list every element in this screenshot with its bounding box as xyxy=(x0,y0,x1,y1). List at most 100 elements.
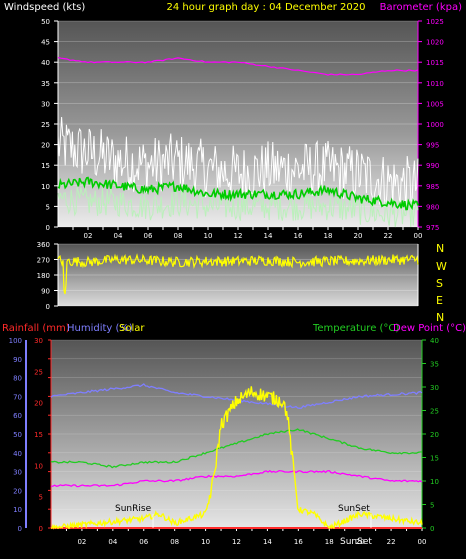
x-tick-label: 16 xyxy=(294,538,303,546)
x-tick-label: 18 xyxy=(324,232,333,240)
x-tick-label: 16 xyxy=(294,232,303,240)
y-tick-label: 35 xyxy=(41,80,50,88)
y-tick-label: 90 xyxy=(41,288,50,296)
x-tick-label: 00 xyxy=(414,232,423,240)
direction-series xyxy=(57,253,419,295)
humidity-tick-label: 40 xyxy=(13,450,22,458)
gust-series xyxy=(57,116,419,211)
rainfall-label: Rainfall (mm) xyxy=(2,323,70,334)
dewpoint-label: Dew Point (°C) xyxy=(393,323,466,334)
temperature-label: Temperature (°C) xyxy=(312,323,399,334)
chart-title: 24 hour graph day : 04 December 2020 xyxy=(167,2,366,13)
x-tick-label: 12 xyxy=(234,232,243,240)
y2-tick-label: 1000 xyxy=(426,121,444,129)
temp-tick-label: 20 xyxy=(430,431,439,439)
sunset-label: SunSet xyxy=(338,504,370,514)
x-tick-label: 22 xyxy=(387,538,396,546)
y-tick-label: 40 xyxy=(41,59,50,67)
rain-tick-label: 30 xyxy=(34,337,43,345)
temp-tick-label: 30 xyxy=(430,384,439,392)
x-tick-label: 14 xyxy=(263,538,272,546)
y-tick-label: 25 xyxy=(41,121,50,129)
temperature-series xyxy=(50,428,422,469)
x-tick-label: 04 xyxy=(114,232,123,240)
temp-tick-label: 25 xyxy=(430,408,439,416)
rain-tick-label: 15 xyxy=(34,431,43,439)
windspeed-axis-title: Windspeed (kts) xyxy=(4,2,85,13)
rain-tick-label: 0 xyxy=(39,525,43,533)
humidity-tick-label: 10 xyxy=(13,506,22,514)
barometer-axis-title: Barometer (kpa) xyxy=(380,2,462,13)
average-series xyxy=(57,176,419,211)
compass-label: S xyxy=(436,277,443,290)
temp-tick-label: 5 xyxy=(430,502,434,510)
humidity-tick-label: 100 xyxy=(9,337,22,345)
climate-panel xyxy=(51,340,422,528)
rain-tick-label: 5 xyxy=(39,494,43,502)
y-tick-label: 45 xyxy=(41,39,50,47)
humidity-tick-label: 60 xyxy=(13,412,22,420)
compass-labels: N W S E N xyxy=(436,242,447,324)
sunrise-label: SunRise xyxy=(115,504,152,514)
rain-tick-label: 20 xyxy=(34,400,43,408)
dewpoint-series xyxy=(50,469,423,488)
humidity-label: Humidity (%) xyxy=(67,323,133,334)
humidity-tick-label: 30 xyxy=(13,469,22,477)
y2-tick-label: 985 xyxy=(426,183,439,191)
temp-tick-label: 15 xyxy=(430,455,439,463)
x-tick-label: 06 xyxy=(144,232,153,240)
solar-series xyxy=(51,386,423,530)
compass-label: E xyxy=(436,294,443,307)
x-tick-label: 14 xyxy=(264,232,273,240)
temp-tick-label: 10 xyxy=(430,478,439,486)
solar-label: Solar xyxy=(119,323,145,334)
y-tick-label: 0 xyxy=(46,303,50,311)
x-tick-label: 02 xyxy=(77,538,86,546)
x-tick-label: 04 xyxy=(108,538,117,546)
x-tick-label: 08 xyxy=(174,232,183,240)
compass-label: N xyxy=(436,311,444,324)
sunset-axis-label: SunSet xyxy=(340,537,372,547)
humidity-tick-label: 50 xyxy=(13,431,22,439)
x-tick-label: 18 xyxy=(325,538,334,546)
x-tick-label: 10 xyxy=(201,538,210,546)
x-tick-label: 02 xyxy=(84,232,93,240)
y2-tick-label: 980 xyxy=(426,203,439,211)
y-tick-label: 360 xyxy=(37,241,50,249)
x-tick-label: 12 xyxy=(232,538,241,546)
rain-tick-label: 25 xyxy=(34,368,43,376)
y2-tick-label: 1010 xyxy=(426,80,444,88)
temp-tick-label: 35 xyxy=(430,361,439,369)
y2-tick-label: 1020 xyxy=(426,39,444,47)
y-tick-label: 180 xyxy=(37,272,50,280)
y-tick-label: 270 xyxy=(37,257,50,265)
y-tick-label: 50 xyxy=(41,18,50,26)
x-tick-label: 06 xyxy=(139,538,148,546)
y2-tick-label: 1015 xyxy=(426,59,444,67)
x-tick-label: 10 xyxy=(204,232,213,240)
y-tick-label: 15 xyxy=(41,162,50,170)
humidity-tick-label: 70 xyxy=(13,393,22,401)
temp-tick-label: 40 xyxy=(430,337,439,345)
barometer-series xyxy=(57,57,419,76)
y2-tick-label: 990 xyxy=(426,162,439,170)
rain-tick-label: 10 xyxy=(34,462,43,470)
x-tick-label: 22 xyxy=(384,232,393,240)
x-tick-label: 08 xyxy=(170,538,179,546)
humidity-tick-label: 20 xyxy=(13,487,22,495)
y2-tick-label: 995 xyxy=(426,142,439,150)
x-tick-label: 20 xyxy=(354,232,363,240)
y-tick-label: 20 xyxy=(41,142,50,150)
x-tick-label: 20 xyxy=(356,538,365,546)
x-tick-label: 00 xyxy=(418,538,427,546)
temp-tick-label: 0 xyxy=(430,525,434,533)
y2-tick-label: 975 xyxy=(426,224,439,232)
humidity-tick-label: 80 xyxy=(13,375,22,383)
compass-label: W xyxy=(436,260,447,273)
humidity-tick-label: 0 xyxy=(18,525,22,533)
y-tick-label: 5 xyxy=(46,203,50,211)
compass-label: N xyxy=(436,242,444,255)
humidity-tick-label: 90 xyxy=(13,356,22,364)
